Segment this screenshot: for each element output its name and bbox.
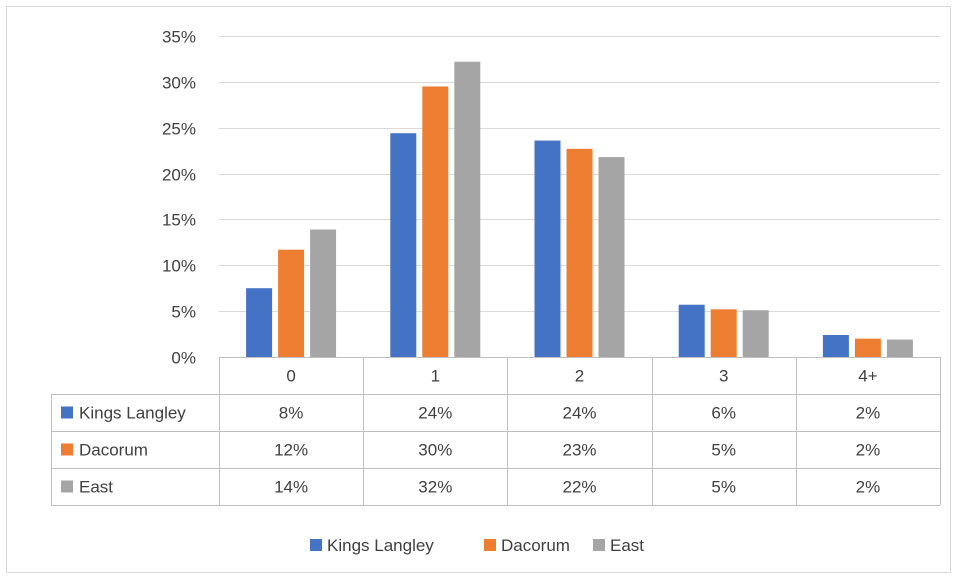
bar-kings-langley-4 bbox=[822, 334, 849, 357]
x-tick-label: 0 bbox=[286, 367, 295, 386]
data-label: 2% bbox=[856, 404, 881, 423]
data-label: 12% bbox=[274, 441, 308, 460]
legend-label: Dacorum bbox=[501, 536, 570, 555]
data-label: 2% bbox=[856, 441, 881, 460]
bar-kings-langley-1 bbox=[390, 133, 417, 357]
x-tick-label: 1 bbox=[431, 367, 440, 386]
data-label: 22% bbox=[562, 478, 596, 497]
legend-label: Kings Langley bbox=[327, 536, 434, 555]
bar-east-4 bbox=[886, 339, 913, 357]
x-tick-label: 3 bbox=[719, 367, 728, 386]
bar-kings-langley-2 bbox=[534, 140, 561, 357]
data-label: 5% bbox=[711, 478, 736, 497]
y-tick-label: 0% bbox=[171, 349, 196, 368]
data-label: 14% bbox=[274, 478, 308, 497]
y-tick-label: 30% bbox=[162, 74, 196, 93]
data-label: 2% bbox=[856, 478, 881, 497]
data-label: 30% bbox=[418, 441, 452, 460]
table-legend-swatch bbox=[61, 443, 73, 456]
y-tick-label: 15% bbox=[162, 211, 196, 230]
x-tick-label: 2 bbox=[575, 367, 584, 386]
bar-dacorum-2 bbox=[566, 148, 593, 357]
x-tick-label: 4+ bbox=[858, 367, 877, 386]
bar-kings-langley-3 bbox=[678, 304, 705, 357]
data-label: 23% bbox=[562, 441, 596, 460]
table-legend-swatch bbox=[61, 480, 73, 493]
y-tick-label: 35% bbox=[162, 28, 196, 47]
bar-dacorum-3 bbox=[710, 309, 737, 357]
legend-label: East bbox=[610, 536, 644, 555]
data-label: 5% bbox=[711, 441, 736, 460]
legend: Kings Langley Dacorum East bbox=[310, 536, 644, 555]
bars bbox=[246, 61, 913, 358]
data-label: 24% bbox=[562, 404, 596, 423]
legend-swatch bbox=[593, 539, 605, 551]
bar-dacorum-4 bbox=[854, 338, 881, 357]
table-series-name: Dacorum bbox=[79, 441, 148, 460]
data-label: 8% bbox=[279, 404, 304, 423]
table-series-name: Kings Langley bbox=[79, 404, 186, 423]
y-tick-label: 25% bbox=[162, 120, 196, 139]
y-tick-label: 20% bbox=[162, 166, 196, 185]
data-label: 24% bbox=[418, 404, 452, 423]
bar-east-0 bbox=[310, 229, 337, 357]
y-tick-label: 10% bbox=[162, 257, 196, 276]
bar-east-3 bbox=[742, 310, 769, 357]
y-axis-ticks: 0% 5% 10% 15% 20% 25% 30% 35% bbox=[162, 28, 196, 368]
bar-east-2 bbox=[598, 157, 625, 357]
data-label: 32% bbox=[418, 478, 452, 497]
bar-dacorum-1 bbox=[422, 86, 449, 357]
y-tick-label: 5% bbox=[171, 303, 196, 322]
bar-dacorum-0 bbox=[278, 249, 305, 357]
table-series-name: East bbox=[79, 478, 113, 497]
data-table: 0 1 2 3 4+ Kings Langley 8% 24% 24% 6% 2% Dacorum 12… bbox=[51, 357, 941, 506]
data-label: 6% bbox=[711, 404, 736, 423]
legend-swatch bbox=[310, 539, 322, 551]
bar-kings-langley-0 bbox=[246, 288, 273, 357]
bar-east-1 bbox=[454, 61, 481, 358]
table-legend-swatch bbox=[61, 406, 73, 419]
legend-swatch bbox=[484, 539, 496, 551]
